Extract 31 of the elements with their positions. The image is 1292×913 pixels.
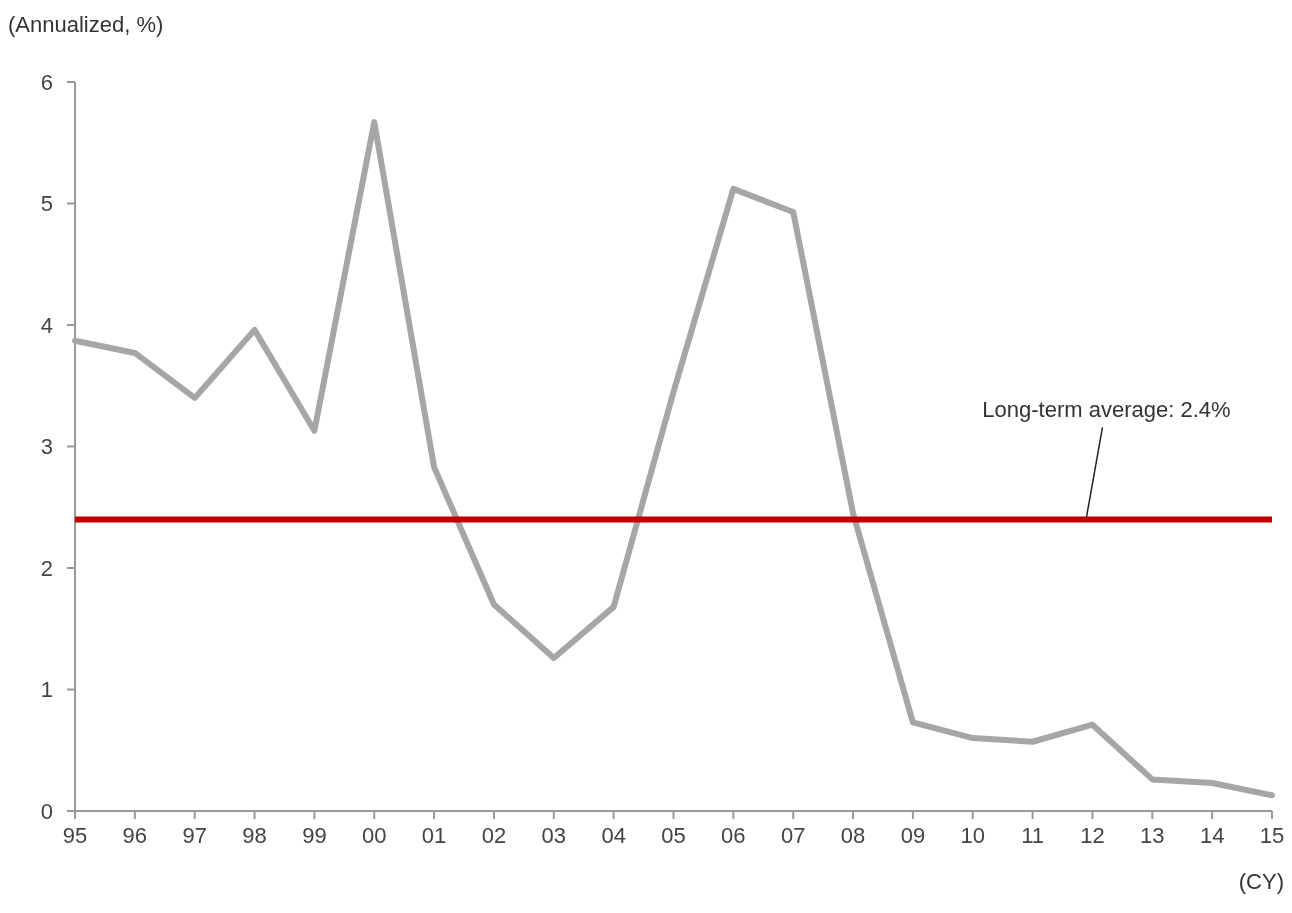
x-tick-label: 05	[661, 823, 686, 848]
y-tick-label: 2	[40, 555, 53, 581]
x-tick-label: 15	[1259, 823, 1285, 848]
x-tick-label: 08	[840, 823, 866, 848]
x-tick-label: 13	[1140, 823, 1165, 848]
x-tick-label: 00	[362, 823, 387, 848]
x-tick-label: 03	[541, 823, 567, 848]
y-tick-label: 5	[40, 191, 53, 217]
y-tick-label: 4	[40, 312, 53, 338]
y-tick-label: 3	[40, 434, 53, 460]
x-tick-label: 97	[182, 823, 207, 848]
x-tick-label: 96	[122, 823, 148, 848]
x-tick-label: 98	[242, 823, 267, 848]
ref-line-label: Long-term average: 2.4%	[982, 397, 1231, 423]
y-tick-label: 0	[40, 798, 53, 824]
y-tick-label: 1	[40, 677, 53, 703]
x-tick-label: 14	[1199, 823, 1225, 848]
y-tick-label: 6	[40, 69, 53, 95]
x-tick-label: 95	[62, 823, 88, 848]
x-tick-label: 07	[780, 823, 806, 848]
y-axis-title: (Annualized, %)	[8, 12, 164, 37]
x-tick-label: 10	[960, 823, 985, 848]
x-tick-label: 09	[900, 823, 926, 848]
x-tick-label: 02	[481, 823, 507, 848]
x-tick-label: 06	[721, 823, 746, 848]
x-tick-label: 12	[1080, 823, 1105, 848]
x-tick-label: 01	[421, 823, 447, 848]
x-axis-title: (CY)	[1238, 869, 1284, 894]
x-tick-label: 11	[1021, 823, 1045, 848]
x-tick-label: 04	[601, 823, 626, 848]
x-tick-label: 99	[302, 823, 327, 848]
